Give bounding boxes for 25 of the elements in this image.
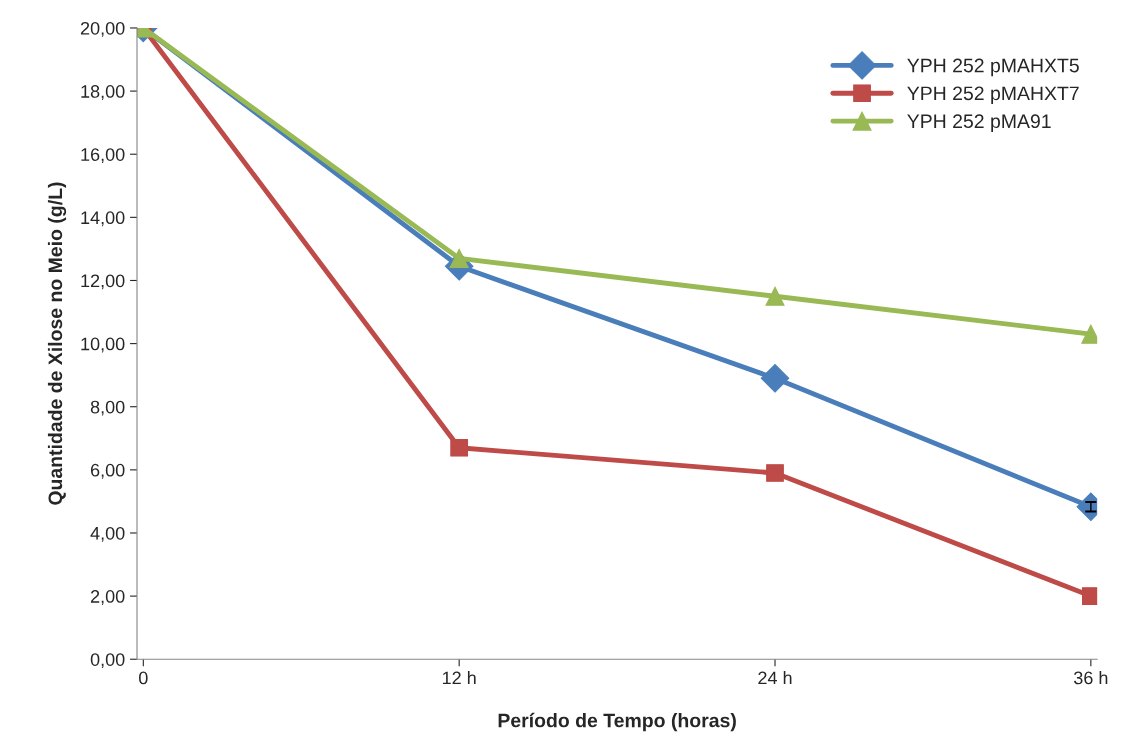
y-tick-label: 18,00	[81, 85, 125, 100]
point	[766, 464, 784, 482]
y-tick-label: 20,00	[80, 21, 125, 37]
x-axis-title: Período de Tempo (horas)	[498, 712, 736, 732]
y-tick-label: 12,00	[81, 274, 125, 290]
y-tick-label: 0,00	[90, 653, 125, 669]
legend-label: YPH 252 pMA91	[907, 114, 1051, 132]
point	[760, 364, 790, 393]
y-axis-title: Quantidade de Xilose no Meio (g/L)	[47, 182, 67, 505]
x-tick-label: 0	[139, 671, 148, 685]
y-tick-label: 4,00	[90, 526, 125, 542]
y-tick-label: 16,00	[81, 148, 125, 164]
point	[765, 286, 785, 306]
legend-label: YPH 252 pMAHXT7	[907, 86, 1079, 105]
y-tick-label: 8,00	[90, 400, 125, 416]
y-tick-label: 6,00	[90, 463, 125, 479]
legend-label: YPH 252 pMAHXT5	[907, 58, 1079, 77]
x-tick-label: 36 h	[1073, 671, 1108, 685]
point	[450, 438, 469, 457]
point	[1082, 587, 1098, 605]
x-tick-label: 12 h	[442, 671, 476, 685]
y-tick-label: 14,00	[81, 211, 125, 227]
x-tick-label: 24 h	[758, 671, 792, 685]
y-tick-label: 10,00	[81, 337, 125, 353]
y-tick-label: 2,00	[90, 590, 125, 605]
